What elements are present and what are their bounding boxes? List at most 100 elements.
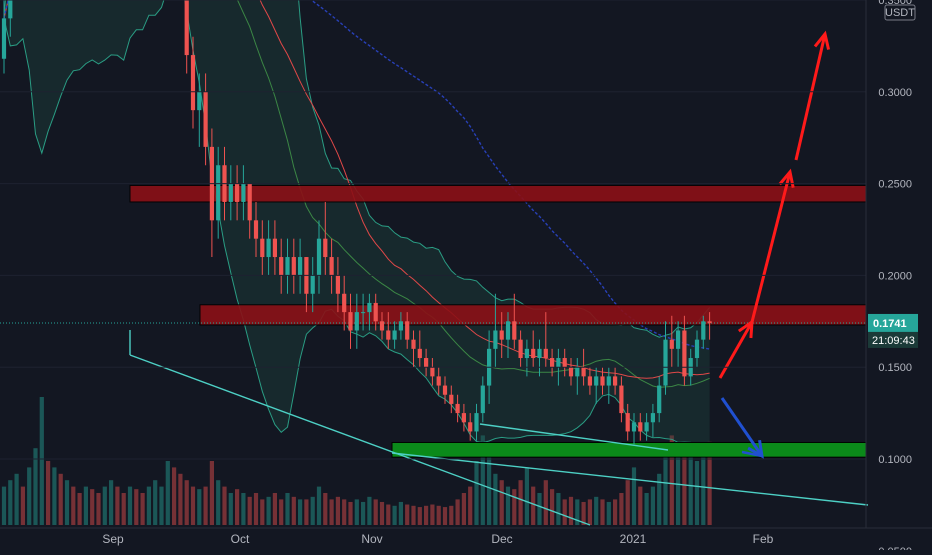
candle-body [342, 293, 347, 313]
volume-bar [455, 499, 460, 525]
volume-bar [52, 467, 57, 525]
volume-bar [361, 501, 366, 525]
volume-bar [323, 493, 328, 525]
volume-bar [348, 501, 353, 525]
candle-body [442, 385, 448, 395]
candle-body [253, 220, 259, 239]
candle-body [272, 238, 277, 258]
volume-bar [493, 473, 498, 525]
candle-body [543, 348, 548, 359]
arrow-head [813, 30, 831, 50]
volume-bar [64, 480, 70, 525]
volume-bar [266, 496, 271, 525]
volume-bar [405, 504, 410, 525]
arrow-head [778, 168, 795, 188]
candle-body [694, 339, 700, 359]
projection-arrow [718, 321, 754, 379]
volume-bar [613, 499, 618, 525]
candle-body [562, 358, 567, 368]
time-tick-label: 2021 [620, 532, 647, 546]
volume-bar [625, 480, 630, 525]
volume-bar [172, 467, 177, 525]
candle-body [657, 385, 662, 414]
volume-bar [707, 441, 712, 525]
ma-slow [3, 0, 710, 350]
candle-body [310, 275, 315, 294]
volume-bar [631, 467, 637, 525]
candle-body [411, 339, 416, 349]
candle-body [430, 367, 435, 377]
volume-bar [241, 493, 246, 525]
volume-bar [468, 486, 473, 525]
trendline [479, 423, 669, 451]
volume-bar [556, 493, 561, 525]
candle-body [241, 183, 246, 202]
volume-bar [222, 486, 227, 525]
candle-body [512, 321, 517, 340]
volume-bar [518, 480, 523, 525]
currency-badge [884, 4, 916, 21]
price-tick-label: 0.1000 [878, 454, 912, 466]
candle-body [613, 376, 618, 386]
candle-body [285, 257, 290, 276]
volume-bar [203, 486, 208, 525]
projection-arrow [720, 397, 764, 457]
volume-bar [594, 496, 599, 525]
candle-body [581, 367, 586, 377]
candle-body [531, 348, 536, 359]
volume-bar [417, 507, 422, 525]
volume-bar [146, 486, 151, 525]
candle-body [386, 330, 391, 340]
price-tick-label: 0.2000 [878, 270, 912, 282]
volume-bar [373, 499, 378, 525]
countdown-label: 21:09:43 [872, 335, 915, 347]
price-tick-label: 0.3500 [878, 0, 912, 7]
price-labels: 0.1741 21:09:43 [868, 313, 918, 348]
projection-arrow [794, 33, 827, 161]
volume-bar [121, 493, 126, 525]
candle-body [235, 183, 240, 202]
volume-bar [272, 493, 277, 525]
volume-bar [424, 505, 429, 525]
candle-body [203, 91, 208, 147]
candle-body [474, 413, 479, 432]
volume-bar [253, 493, 259, 525]
time-tick-label: Feb [753, 532, 774, 546]
volume-bar [342, 499, 347, 525]
volume-bar [411, 505, 416, 525]
volume-bar [587, 499, 592, 525]
currency-label: USDT [885, 7, 915, 19]
volume-bar [209, 461, 214, 525]
candle-body [260, 238, 265, 258]
volume-bar [279, 499, 284, 525]
candle-body [266, 238, 271, 258]
candle-body [468, 422, 473, 432]
last-price-badge [868, 313, 918, 332]
volume-bar [676, 441, 681, 525]
candle-body [184, 0, 189, 56]
time-axis[interactable]: Sep Oct Nov Dec 2021 Feb [0, 527, 932, 546]
volume-bar [354, 499, 359, 525]
volume-bar [650, 486, 655, 525]
volume-bar [153, 480, 158, 525]
candle-body [644, 422, 649, 432]
candle-body [417, 348, 422, 359]
projection-arrow [750, 171, 792, 323]
volume-bar [8, 480, 13, 525]
volume-bar [669, 435, 674, 525]
arrow-tail [741, 450, 763, 458]
candlesticks [1, 0, 712, 445]
countdown-badge [868, 331, 918, 348]
candle-body [606, 376, 611, 386]
candle-body [8, 0, 13, 19]
candle-body [436, 376, 441, 386]
volume-bar [543, 480, 548, 525]
volume-bar [184, 480, 189, 525]
candle-body [600, 376, 605, 386]
candle-body [247, 183, 252, 221]
volume-bar [329, 499, 334, 525]
candle-body [663, 339, 668, 386]
resistance-zone [199, 304, 867, 326]
